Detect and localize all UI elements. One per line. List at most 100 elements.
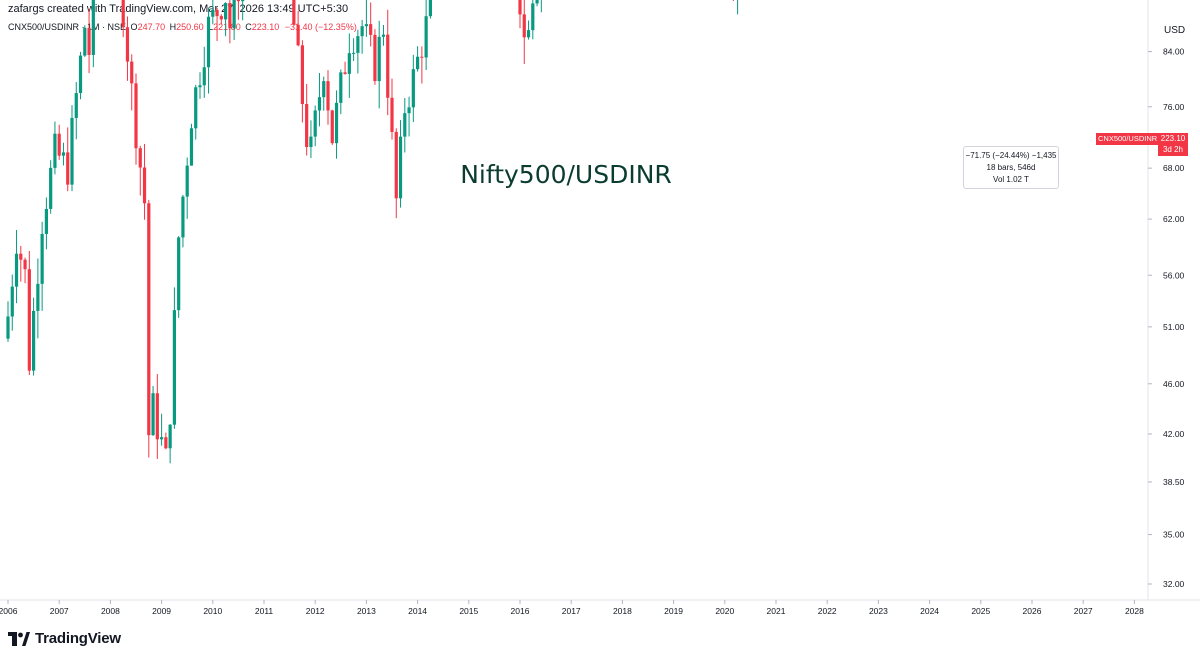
close-value: 223.10 <box>251 22 280 32</box>
candle-body <box>32 310 36 371</box>
time-tick-label: 2006 <box>0 606 18 616</box>
candle-body <box>202 67 206 86</box>
candle-body <box>373 34 377 82</box>
overlay-title: Nifty500/USDINR <box>460 160 672 189</box>
tradingview-logo-text: TradingView <box>35 630 121 647</box>
candle-body <box>168 424 172 449</box>
candle-body <box>66 152 70 185</box>
measure-info-box: −71.75 (−24.44%) −1,435 18 bars, 546d Vo… <box>963 146 1059 189</box>
time-tick-label: 2008 <box>101 606 120 616</box>
time-tick-label: 2017 <box>562 606 581 616</box>
candle-body <box>36 283 40 311</box>
time-tick-label: 2015 <box>459 606 478 616</box>
price-tick-label: 68.00 <box>1163 163 1185 173</box>
candle-body <box>27 269 31 371</box>
price-tick-label: 76.00 <box>1163 102 1185 112</box>
candle-body <box>121 0 125 28</box>
candle-body <box>198 85 202 88</box>
candle-body <box>236 0 240 2</box>
candle-body <box>181 196 185 238</box>
candle-body <box>313 110 317 137</box>
last-price-tag: 223.10 3d 2h <box>1158 133 1188 156</box>
candle-body <box>147 203 151 436</box>
measure-change: −71.75 (−24.44%) −1,435 <box>965 151 1057 160</box>
candle-body <box>206 16 211 68</box>
candle-body <box>87 27 91 55</box>
candle-body <box>326 81 330 111</box>
candle-body <box>381 34 386 37</box>
price-tick-label: 84.00 <box>1163 47 1185 57</box>
time-tick-label: 2027 <box>1074 606 1093 616</box>
candle-body <box>377 36 381 82</box>
candle-body <box>215 9 219 17</box>
candle-body <box>322 81 326 98</box>
candle-body <box>416 56 420 70</box>
candle-body <box>352 52 356 54</box>
tradingview-logo[interactable]: TradingView <box>8 630 121 647</box>
bar-countdown: 3d 2h <box>1162 145 1184 154</box>
candle-body <box>189 128 194 166</box>
time-tick-label: 2012 <box>306 606 325 616</box>
candle-body <box>134 83 138 149</box>
candle-body <box>347 53 351 74</box>
candle-body <box>224 3 228 20</box>
candle-body <box>194 87 198 129</box>
candle-body <box>61 152 66 156</box>
candle-body <box>317 97 322 111</box>
time-tick-label: 2010 <box>203 606 222 616</box>
candle-body <box>390 97 394 132</box>
time-tick-label: 2021 <box>767 606 786 616</box>
time-tick-label: 2016 <box>511 606 530 616</box>
candle-body <box>424 16 428 58</box>
time-tick-label: 2022 <box>818 606 837 616</box>
candle-body <box>334 102 339 144</box>
candle-body <box>232 0 236 29</box>
candle-body <box>339 72 343 103</box>
candle-body <box>228 3 232 29</box>
high-value: 250.60 <box>176 22 204 32</box>
candle-body <box>428 0 432 17</box>
time-axis: 2006 2007 2008 2009 2010 2011 2012 2013 2014 2015… <box>0 599 1200 616</box>
candle-body <box>296 24 300 46</box>
candle-body <box>130 61 134 84</box>
candle-body <box>360 26 364 37</box>
candle-body <box>78 55 83 94</box>
candle-body <box>177 237 181 311</box>
candle-body <box>125 27 130 62</box>
candle-body <box>70 117 74 185</box>
time-tick-label: 2018 <box>613 606 632 616</box>
candle-body <box>185 165 189 197</box>
price-tick-label: 35.00 <box>1163 530 1185 540</box>
candle-body <box>364 24 368 27</box>
candle-body <box>40 233 44 284</box>
candles <box>6 0 739 464</box>
candle-body <box>531 3 535 31</box>
candle-body <box>420 56 424 58</box>
time-tick-label: 2007 <box>50 606 69 616</box>
candle-body <box>330 110 334 144</box>
symbol-line: CNX500/USDINR · 1M · NSE <box>8 22 127 32</box>
price-tick-label: 56.00 <box>1163 270 1185 280</box>
candle-body <box>6 316 10 339</box>
candle-body <box>398 136 403 199</box>
candle-body <box>309 136 313 148</box>
close-key: C <box>245 22 252 32</box>
candle-body <box>535 0 539 4</box>
candle-body <box>369 24 373 35</box>
price-tick-label: 32.00 <box>1163 579 1185 589</box>
price-tick-label: 62.00 <box>1163 214 1185 224</box>
time-tick-label: 2011 <box>255 606 274 616</box>
last-price: 223.10 <box>1160 134 1186 143</box>
candle-body <box>407 107 411 114</box>
candle-body <box>172 310 176 425</box>
candle-body <box>211 9 215 17</box>
candle-body <box>151 393 155 436</box>
candle-body <box>241 0 245 2</box>
currency-label[interactable]: USD <box>1164 25 1186 36</box>
price-tick-label: 38.50 <box>1163 477 1185 487</box>
candle-body <box>522 14 526 38</box>
candle-body <box>403 113 407 137</box>
ohlc-legend: CNX500/USDINR · 1M · NSE O247.70 H250.60… <box>8 22 357 32</box>
candle-body <box>394 131 398 199</box>
